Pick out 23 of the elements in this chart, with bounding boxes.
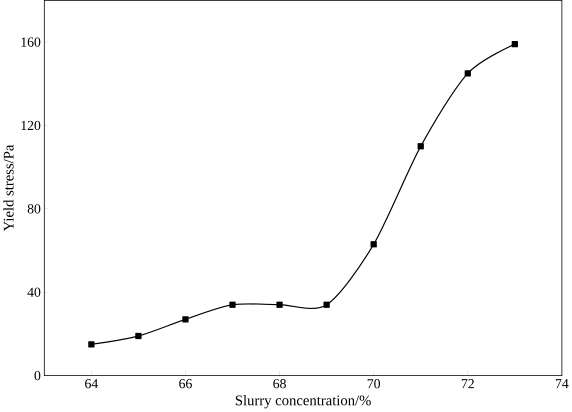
x-tick-label: 74 bbox=[556, 379, 569, 388]
point bbox=[229, 302, 236, 308]
point bbox=[512, 41, 518, 48]
x-tick-label: 66 bbox=[179, 379, 192, 388]
point bbox=[182, 316, 189, 323]
y-tick-label: 80 bbox=[28, 204, 40, 214]
y-tick-label: 40 bbox=[27, 288, 40, 298]
point bbox=[370, 241, 377, 248]
point bbox=[135, 333, 142, 340]
y-tick-label: 0 bbox=[34, 371, 40, 380]
x-tick-label: 72 bbox=[462, 379, 474, 388]
y-axis-title: Yield stress/Pa bbox=[3, 144, 14, 232]
x-axis-title: Slurry concentration/% bbox=[236, 395, 371, 409]
point bbox=[464, 70, 471, 77]
y-tick-label: 120 bbox=[22, 121, 40, 130]
y-tick-label: 160 bbox=[22, 38, 40, 47]
point bbox=[323, 302, 330, 308]
x-tick-label: 70 bbox=[368, 379, 380, 388]
point bbox=[418, 143, 424, 150]
x-tick-label: 64 bbox=[85, 379, 98, 388]
point bbox=[276, 302, 283, 308]
point bbox=[88, 341, 94, 348]
x-tick-label: 68 bbox=[273, 379, 286, 388]
